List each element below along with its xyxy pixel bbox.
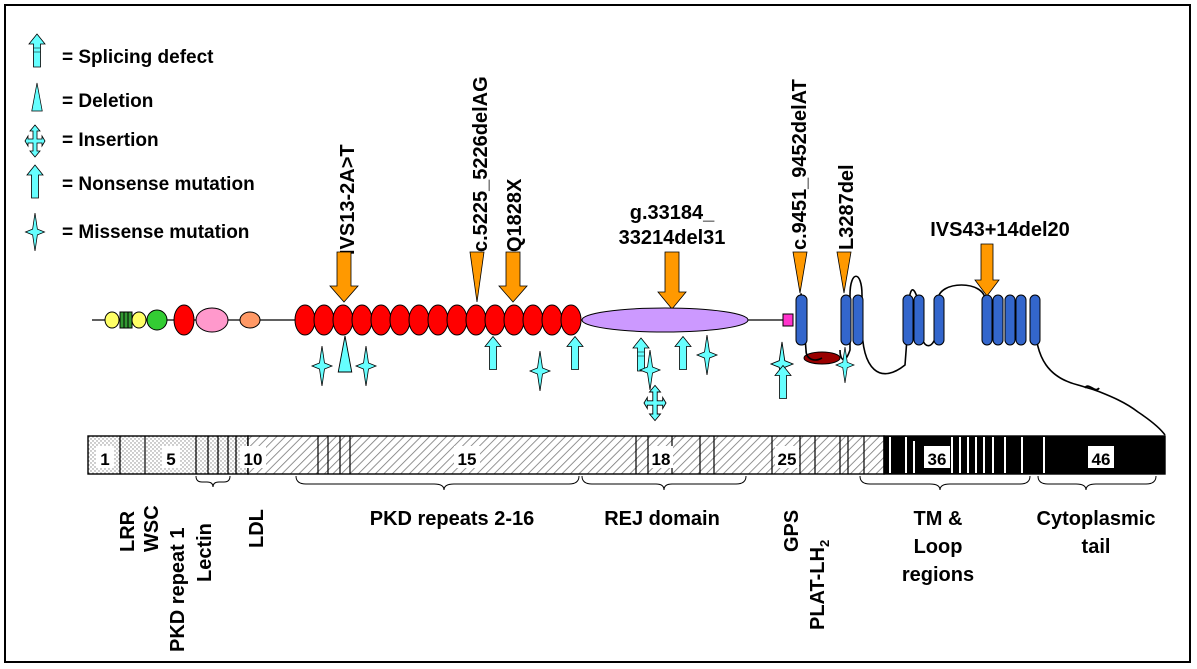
nonsense-icon <box>484 336 502 370</box>
legend-item-insertion: = Insertion <box>24 124 159 158</box>
domain-label-lrr: LRR <box>117 510 139 552</box>
missense-icon <box>835 346 855 384</box>
deletion-icon <box>31 82 43 112</box>
legend-item-deletion: = Deletion <box>31 82 153 112</box>
domain-label-cyto-line2: tail <box>1082 536 1111 558</box>
lrr-domain <box>104 311 120 329</box>
exon-label-36: 36 <box>928 450 947 469</box>
exon-label-46: 46 <box>1092 450 1111 469</box>
mutation-labels: IVS13-2A>T c.5225_5226delAG Q1828X g.331… <box>337 76 1070 255</box>
missense-icon <box>529 350 551 392</box>
gps-domain <box>782 313 794 327</box>
label-g33184-line2: 33214del31 <box>619 227 726 249</box>
domain-label-plat: PLAT-LH2 <box>807 540 832 630</box>
ldl-domain <box>239 311 261 329</box>
missense-icon <box>355 345 377 387</box>
orange-arrow-g33184 <box>657 251 687 310</box>
domain-label-gps: GPS <box>781 510 803 552</box>
label-q1828x: Q1828X <box>504 178 526 252</box>
domain-braces <box>195 475 1157 491</box>
domain-label-wsc: WSC <box>141 505 163 552</box>
exon-label-15: 15 <box>458 450 477 469</box>
domain-label-rej: REJ domain <box>604 508 720 530</box>
lrr-box <box>119 311 133 329</box>
orange-wedge-c9451 <box>792 251 808 294</box>
legend-label-deletion: = Deletion <box>62 91 153 112</box>
exon-label-25: 25 <box>778 450 797 469</box>
splicing-defect-icon <box>28 33 46 68</box>
label-c5225: c.5225_5226delAG <box>470 76 492 252</box>
missense-mutation-icon <box>25 212 45 252</box>
svg-text:PLAT-LH2: PLAT-LH2 <box>807 540 832 630</box>
exon-bar: 1 5 10 15 18 25 36 46 <box>87 435 1166 475</box>
exon-label-18: 18 <box>652 450 671 469</box>
domain-label-ldl: LDL <box>246 509 268 548</box>
domain-label-tm-line1: TM & <box>914 508 963 530</box>
splicing-icon <box>632 337 650 372</box>
legend-label-splicing: = Splicing defect <box>62 47 214 68</box>
exon-label-10: 10 <box>244 450 263 469</box>
label-ivs43: IVS43+14del20 <box>930 219 1070 241</box>
legend-item-splicing: = Splicing defect <box>28 33 214 68</box>
nonsense-mutation-icon <box>26 164 44 199</box>
missense-icon <box>696 334 718 376</box>
domain-label-pkd-repeat-1: PKD repeat 1 <box>167 528 189 653</box>
domain-label-tm-line2: Loop <box>914 536 963 558</box>
orange-arrow-ivs13 <box>329 251 359 303</box>
wsc-domain <box>146 309 168 331</box>
nonsense-icon <box>674 336 692 370</box>
orange-arrow-q1828x <box>498 251 528 303</box>
orange-wedge-l3287 <box>836 251 852 294</box>
label-c9451: c.9451_9452delAT <box>789 79 811 250</box>
domain-labels: LRR WSC PKD repeat 1 Lectin LDL PKD repe… <box>117 505 1155 652</box>
insertion-icon <box>24 124 46 158</box>
domain-label-lectin: Lectin <box>194 523 216 582</box>
domain-label-tm-line3: regions <box>902 564 974 586</box>
label-ivs13: IVS13-2A>T <box>337 144 359 255</box>
figure-frame <box>4 4 1191 663</box>
orange-arrows <box>329 243 1000 310</box>
legend-label-nonsense: = Nonsense mutation <box>62 174 255 195</box>
label-g33184-line1: g.33184_ <box>630 202 715 224</box>
exon-label-5: 5 <box>166 450 175 469</box>
domain-label-pkd-repeats: PKD repeats 2-16 <box>370 508 535 530</box>
tm-segments <box>795 294 1041 346</box>
legend-label-insertion: = Insertion <box>62 130 159 151</box>
pkd-repeat-1 <box>173 304 195 336</box>
nonsense-icon <box>774 364 792 400</box>
label-l3287del: L3287del <box>836 164 858 250</box>
legend-item-nonsense: = Nonsense mutation <box>26 164 255 199</box>
rej-domain <box>581 307 749 333</box>
orange-arrow-ivs43 <box>974 243 1000 297</box>
orange-wedge-c5225 <box>469 251 485 303</box>
legend: = Splicing defect = Deletion = Insertion… <box>24 33 255 252</box>
exon-label-1: 1 <box>100 450 109 469</box>
protein-schematic <box>92 275 1166 436</box>
legend-item-missense: = Missense mutation <box>25 212 249 252</box>
legend-label-missense: = Missense mutation <box>62 222 249 243</box>
domain-label-cyto-line1: Cytoplasmic <box>1037 508 1156 530</box>
insertion-icon <box>643 384 667 422</box>
pkd-repeats-2-16 <box>294 304 582 336</box>
lectin-domain <box>195 307 229 333</box>
nonsense-icon <box>566 336 584 370</box>
missense-icon <box>311 345 333 387</box>
mutation-symbols <box>311 334 855 422</box>
deletion-icon <box>337 335 353 373</box>
